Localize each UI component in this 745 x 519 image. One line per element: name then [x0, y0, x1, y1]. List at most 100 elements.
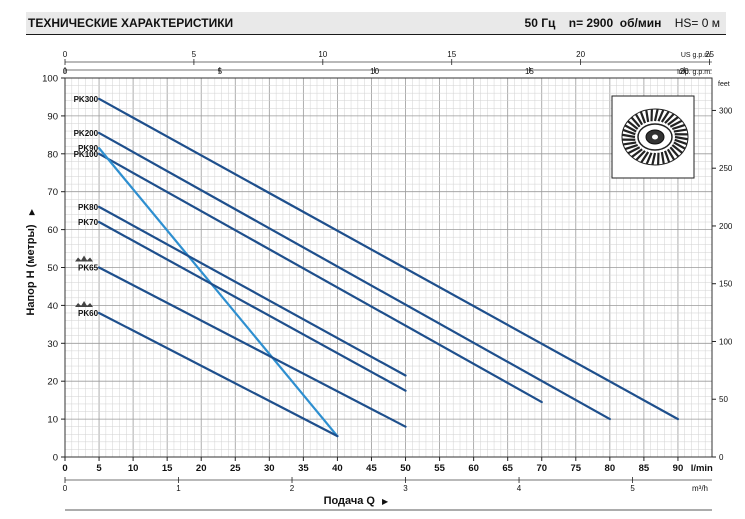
feet-tick-label: 150: [719, 280, 733, 289]
series-label-pk70: PK70: [78, 218, 99, 227]
m3h-tick-label: 2: [290, 484, 295, 493]
plot-grid: [64, 77, 713, 458]
us-gpm-tick-label: 10: [318, 50, 327, 59]
x-tick-label: 80: [605, 463, 616, 474]
imp-gpm-tick-label: 0: [63, 67, 68, 76]
x-unit-m3h: m³/h: [692, 484, 708, 493]
us-gpm-unit: US g.p.m.: [681, 52, 712, 59]
x-tick-label: 50: [400, 463, 411, 474]
imp-gpm-tick-label: 20: [680, 67, 689, 76]
x-tick-label: 85: [639, 463, 650, 474]
impeller-vane: [624, 143, 639, 151]
y-tick-label: 80: [47, 149, 58, 160]
impeller-shaft-hole: [652, 134, 658, 140]
x-tick-label: 75: [571, 463, 582, 474]
series-line-pk60: [97, 311, 339, 438]
impeller-vane: [671, 144, 683, 154]
impeller-vane: [669, 119, 683, 128]
m3h-tick-label: 3: [403, 484, 408, 493]
series-line-pk70: [97, 220, 407, 392]
x-tick-label: 25: [230, 463, 241, 474]
y-tick-label: 20: [47, 377, 58, 388]
imp-gpm-tick-label: 15: [525, 67, 534, 76]
x-unit-lmin: l/min: [691, 463, 713, 474]
m3h-tick-label: 0: [63, 484, 68, 493]
impeller-vane: [623, 141, 637, 146]
impeller-vane: [635, 150, 646, 161]
imp-gpm-tick-label: 5: [218, 67, 223, 76]
impeller-rim: [621, 108, 689, 166]
feet-tick-label: 200: [719, 222, 733, 231]
x-tick-label: 70: [536, 463, 547, 474]
crown-icon: [75, 255, 94, 262]
imp-gpm-unit: Imp. g.p.m.: [677, 69, 712, 76]
impeller-vane: [660, 110, 670, 123]
x-tick-label: 20: [196, 463, 207, 474]
imp-gpm-tick-label: 10: [370, 67, 379, 76]
impeller-vane: [651, 152, 657, 166]
m3h-tick-label: 1: [176, 484, 181, 493]
series-label-pk60: PK60: [78, 309, 99, 318]
series-label-pk80: PK80: [78, 203, 99, 212]
header-bar: ТЕХНИЧЕСКИЕ ХАРАКТЕРИСТИКИ 50 Гц n= 2900…: [26, 12, 726, 35]
y-tick-label: 0: [53, 453, 58, 464]
x-axis-arrow: ▶: [382, 497, 389, 506]
impeller-vane: [666, 148, 676, 161]
y-tick-label: 70: [47, 187, 58, 198]
impeller-vane: [622, 128, 636, 136]
impeller-vane: [657, 109, 665, 122]
us-gpm-tick-label: 25: [705, 50, 714, 59]
frequency-label: 50 Гц: [524, 16, 556, 30]
impeller-vane: [674, 138, 688, 146]
y-tick-label: 30: [47, 339, 58, 350]
impeller-vane: [624, 124, 637, 133]
crown-icon: [75, 300, 94, 307]
feet-tick-label: 50: [719, 395, 728, 404]
series-label-pk100: PK100: [74, 150, 99, 159]
impeller-vane: [653, 108, 659, 122]
impeller-vane: [667, 116, 679, 126]
us-gpm-tick-label: 5: [192, 50, 197, 59]
x-tick-label: 35: [298, 463, 309, 474]
series-label-pk300: PK300: [74, 95, 99, 104]
impeller-vane: [627, 120, 639, 130]
us-gpm-tick-label: 15: [447, 50, 456, 59]
x-tick-label: 10: [128, 463, 139, 474]
x-tick-label: 40: [332, 463, 343, 474]
x-tick-label: 30: [264, 463, 275, 474]
impeller-vane: [671, 123, 686, 131]
hs-label: HS= 0 м: [674, 16, 720, 30]
y-tick-label: 90: [47, 111, 58, 122]
y-tick-label: 100: [42, 74, 58, 85]
y-axis-label: Напор Н (метры): [25, 224, 37, 315]
x-tick-label: 45: [366, 463, 377, 474]
feet-tick-label: 100: [719, 337, 733, 346]
feet-tick-label: 300: [719, 106, 733, 115]
impeller-vane: [630, 116, 641, 128]
impeller-vane: [674, 135, 689, 141]
series-line-pk300: [97, 97, 680, 421]
impeller-vane: [621, 133, 636, 139]
impeller-vane: [627, 146, 641, 155]
x-axis-label: Подача Q: [324, 495, 376, 507]
x-tick-label: 15: [162, 463, 173, 474]
impeller-vane: [664, 113, 675, 124]
series-line-pk65: [97, 266, 407, 428]
impeller-vane: [634, 113, 644, 126]
impeller-vane: [673, 128, 687, 133]
us-gpm-tick-label: 20: [576, 50, 585, 59]
x-tick-label: 0: [62, 463, 67, 474]
impeller-vane: [669, 146, 680, 158]
operating-params: 50 Гц n= 2900 об/мин HS= 0 м: [525, 16, 720, 30]
series-label-pk90: PK90: [78, 144, 99, 153]
series-line-pk200: [97, 131, 611, 421]
impeller-vane: [673, 141, 686, 150]
impeller-vane: [640, 151, 650, 164]
feet-tick-label: 250: [719, 164, 733, 173]
impeller-vane: [639, 111, 647, 124]
series-label-pk65: PK65: [78, 264, 99, 273]
y-tick-label: 10: [47, 415, 58, 426]
x-tick-label: 60: [468, 463, 479, 474]
impeller-vane: [645, 109, 650, 123]
